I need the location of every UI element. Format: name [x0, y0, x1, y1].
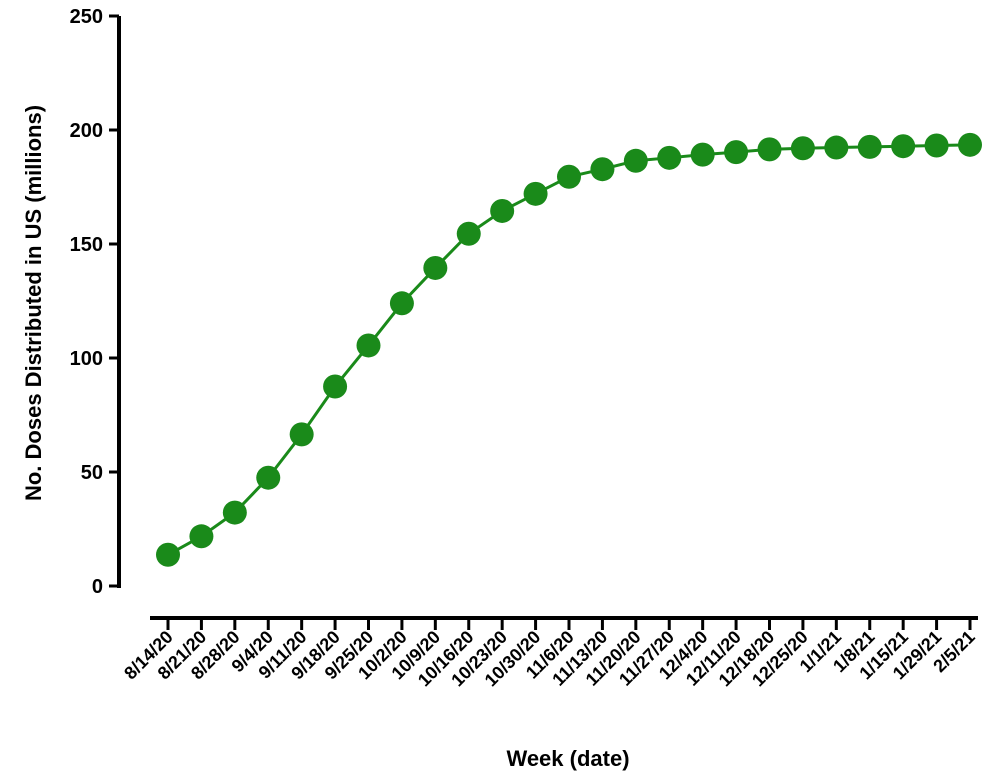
- data-point: [256, 465, 281, 490]
- data-point: [891, 134, 916, 159]
- series-line: [167, 143, 971, 557]
- data-point: [824, 135, 849, 160]
- data-point: [557, 164, 581, 189]
- data-point: [690, 142, 715, 167]
- data-point: [590, 157, 615, 182]
- data-point: [423, 255, 448, 280]
- x-axis-title: Week (date): [506, 746, 629, 771]
- data-point: [389, 291, 414, 316]
- y-tick-label: 50: [81, 462, 103, 484]
- y-tick-label: 0: [92, 576, 103, 598]
- data-point: [623, 148, 648, 173]
- x-axis: 8/14/208/21/208/28/209/4/209/11/209/18/2…: [120, 616, 979, 690]
- data-point: [356, 333, 381, 358]
- x-ticks: 8/14/208/21/208/28/209/4/209/11/209/18/2…: [120, 618, 979, 690]
- y-ticks: 0 50 100 150 200 250: [70, 6, 119, 598]
- y-tick-label: 150: [70, 234, 103, 256]
- data-point: [790, 136, 815, 161]
- data-point: [958, 132, 982, 157]
- data-point: [289, 422, 314, 447]
- plot-area: [156, 132, 982, 567]
- data-point: [523, 181, 548, 206]
- data-point: [222, 500, 247, 525]
- y-tick-label: 250: [70, 6, 103, 28]
- y-tick-label: 100: [70, 348, 103, 370]
- data-point: [924, 133, 949, 158]
- data-point: [456, 221, 481, 246]
- data-point: [724, 140, 749, 165]
- data-point: [323, 374, 348, 399]
- y-axis-title: No. Doses Distributed in US (millions): [21, 105, 46, 501]
- data-point: [857, 134, 882, 159]
- data-point: [757, 137, 782, 162]
- y-axis: 0 50 100 150 200 250: [70, 6, 121, 598]
- data-point: [156, 542, 180, 567]
- y-tick-label: 200: [70, 120, 103, 142]
- data-point: [490, 198, 515, 223]
- data-point: [657, 145, 682, 170]
- data-point: [189, 524, 214, 549]
